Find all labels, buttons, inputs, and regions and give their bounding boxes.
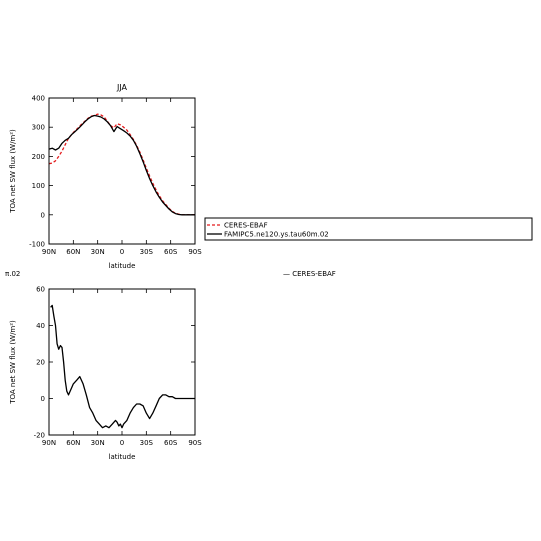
legend-label-ceres: CERES-EBAF xyxy=(224,222,268,230)
y-axis-label: TOA net SW flux (W/m²) xyxy=(9,320,17,405)
y-tick-label: 40 xyxy=(36,322,45,330)
chart-jja: JJA 90N 60N 30N 0 30S 60S 90S -100 0 100 200 300 400… xyxy=(9,83,202,270)
chart-difference: 90N 60N 30N 0 30S 60S 90S -20 0 20 40 60 latitude T… xyxy=(9,286,202,462)
x-tick-label: 0 xyxy=(120,439,124,447)
x-tick-label: 0 xyxy=(120,248,124,256)
y-tick-label: 100 xyxy=(32,182,45,190)
series-line-1 xyxy=(48,114,195,216)
plot-frame xyxy=(48,97,196,245)
y-tick-label: 400 xyxy=(32,95,45,103)
y-tick-label: -20 xyxy=(34,432,45,440)
plot-area: 90N 60N 30N 0 30S 60S 90S -20 0 20 40 60 xyxy=(34,286,203,448)
orphan-legend-label: — CERES-EBAF xyxy=(283,270,336,278)
plot-area: 90N 60N 30N 0 30S 60S 90S -100 0 100 200 300 400 xyxy=(29,95,202,257)
y-tick-label: 60 xyxy=(36,286,45,294)
x-axis-label: latitude xyxy=(109,453,136,461)
legend-label-model: FAMIPC5.ne120.ys.tau60m.02 xyxy=(224,231,329,239)
x-tick-label: 90S xyxy=(188,248,202,256)
x-tick-label: 30S xyxy=(140,248,154,256)
x-axis-label: latitude xyxy=(109,262,136,270)
y-tick-label: 0 xyxy=(41,395,45,403)
fragment-label: π.02 xyxy=(5,270,20,278)
x-tick-label: 60S xyxy=(164,248,178,256)
chart-title: JJA xyxy=(116,83,128,92)
y-tick-label: -100 xyxy=(29,241,45,249)
legend: CERES-EBAF FAMIPC5.ne120.ys.tau60m.02 xyxy=(204,217,533,241)
x-tick-label: 60N xyxy=(66,439,80,447)
x-tick-label: 30S xyxy=(140,439,154,447)
x-tick-label: 60S xyxy=(164,439,178,447)
x-tick-label: 30N xyxy=(91,439,105,447)
y-tick-label: 0 xyxy=(41,211,45,219)
y-tick-label: 20 xyxy=(36,359,45,367)
x-tick-label: 30N xyxy=(91,248,105,256)
y-axis-label: TOA net SW flux (W/m²) xyxy=(9,129,17,214)
legend-frame xyxy=(204,217,533,241)
plot-frame xyxy=(48,288,196,436)
x-tick-label: 90S xyxy=(188,439,202,447)
x-tick-label: 90N xyxy=(42,439,56,447)
y-tick-label: 300 xyxy=(32,124,45,132)
series-line-0 xyxy=(50,304,195,429)
x-tick-label: 90N xyxy=(42,248,56,256)
y-tick-label: 200 xyxy=(32,153,45,161)
x-tick-label: 60N xyxy=(66,248,80,256)
